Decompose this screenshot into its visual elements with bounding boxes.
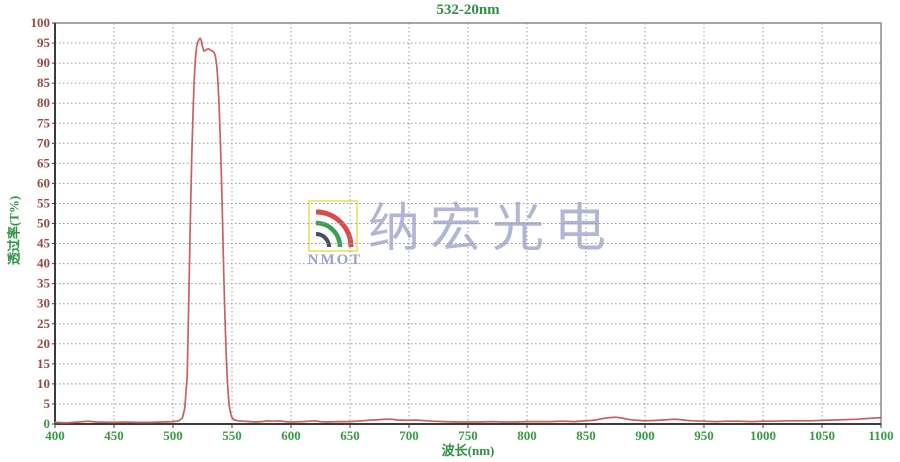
y-tick-label: 0 xyxy=(44,416,51,431)
y-tick-label: 75 xyxy=(37,115,51,130)
y-tick-label: 90 xyxy=(37,55,50,70)
y-tick-label: 70 xyxy=(37,135,50,150)
chart-title: 532-20nm xyxy=(436,2,500,18)
y-tick-label: 30 xyxy=(37,296,50,311)
y-tick-label: 20 xyxy=(37,336,50,351)
y-tick-label: 95 xyxy=(37,35,51,50)
y-tick-label: 65 xyxy=(37,155,51,170)
y-tick-label: 45 xyxy=(37,236,51,251)
y-tick-label: 60 xyxy=(37,175,50,190)
y-tick-label: 85 xyxy=(37,75,51,90)
y-tick-label: 80 xyxy=(37,95,50,110)
y-tick-label: 50 xyxy=(37,216,50,231)
y-axis-title: 透过率(T%) xyxy=(6,195,22,266)
y-tick-label: 55 xyxy=(37,195,51,210)
watermark: NMOT 纳宏光电 xyxy=(308,200,617,268)
logo-text: NMOT xyxy=(307,252,363,268)
logo-arcs-icon xyxy=(315,209,354,248)
company-watermark-text: 纳宏光电 xyxy=(368,201,617,258)
y-tick-label: 100 xyxy=(31,15,51,30)
nmot-logo-icon: NMOT xyxy=(308,200,360,268)
y-tick-label: 40 xyxy=(37,256,50,271)
y-tick-label: 15 xyxy=(37,356,51,371)
x-axis-title: 波长(nm) xyxy=(441,443,495,458)
y-tick-label: 5 xyxy=(44,396,51,411)
y-tick-label: 10 xyxy=(37,376,50,391)
y-tick-label: 25 xyxy=(37,316,51,331)
y-tick-label: 35 xyxy=(37,276,51,291)
